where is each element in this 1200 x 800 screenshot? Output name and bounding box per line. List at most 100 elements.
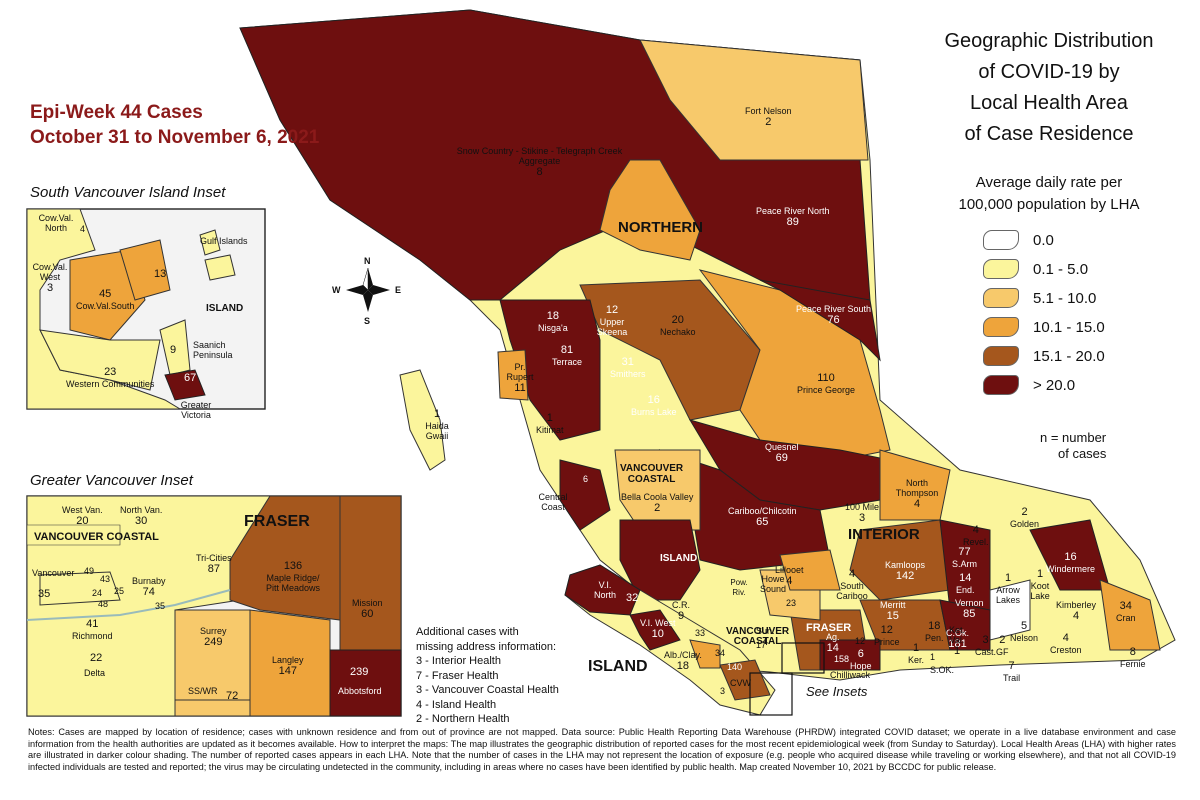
region-vc-line-1: VANCOUVER (620, 463, 684, 474)
gv-tri-cities: Tri-Cities 87 (196, 553, 232, 576)
svi-saanich (159, 319, 191, 376)
legend-item-2: 5.1 - 10.0 (983, 286, 1096, 310)
lha-s-arm-n: 77 (958, 546, 971, 558)
lha-nisgaa: 18 Nisga'a (538, 310, 568, 333)
lha-gf-name: GF (996, 647, 1009, 657)
haida-gwaii (399, 369, 446, 471)
gv-abbotsford-n: 239 (350, 666, 368, 679)
lha-vernon-n: 85 (963, 608, 976, 620)
lha-c-ok-n: 181 (948, 638, 967, 650)
lha-fernie-n: 8 (1129, 646, 1136, 658)
lha-ker-name: Ker. (908, 655, 925, 665)
prince-rupert-region (497, 349, 529, 401)
gv-tri-cities-name: Tri-Cities (196, 553, 232, 563)
region-vancouver-coastal: VANCOUVER COASTAL (620, 463, 683, 485)
lha-revel-name: Revel. (963, 537, 989, 547)
gv-delta-name: Delta (84, 668, 106, 678)
lha-nechako: 20 Nechako (660, 314, 696, 337)
gv-richmond-n: 41 (86, 618, 99, 630)
gv-north-van-n: 30 (135, 515, 148, 527)
svi-saanich-n: 9 (170, 344, 176, 357)
compass-n: N (364, 256, 371, 266)
gv-vc-label: VANCOUVER COASTAL (34, 531, 159, 543)
lha-bella-coola: Bella Coola Valley 2 (621, 492, 693, 515)
svi-victoria-n: 67 (184, 372, 196, 385)
gv-van-35a-n: 35 (38, 588, 51, 600)
lha-quesnel: Quesnel 69 (765, 442, 799, 465)
gv-langley-name: Langley (272, 655, 304, 665)
lha-central-coast-n: 6 (583, 474, 589, 484)
gv-ss-wr-n-val: 72 (226, 690, 239, 702)
legend-swatch-5 (983, 375, 1019, 395)
lha-nisgaa-n: 18 (546, 310, 559, 322)
inset-marker-svi (749, 672, 793, 716)
gv-ss-wr-n: 72 (226, 690, 238, 703)
gv-van-43: 43 (100, 574, 111, 584)
lha-vi-north-n-val: 32 (626, 592, 639, 604)
lha-nanaimo-n: 33 (695, 628, 706, 638)
gv-van-35a: 35 (38, 588, 50, 601)
fort-nelson-region (639, 39, 869, 161)
lha-bella-coola-name: Bella Coola Valley (621, 492, 694, 502)
gv-nw-35: 35 (155, 601, 166, 611)
legend-item-1: 0.1 - 5.0 (983, 257, 1088, 281)
gv-inset-title: Greater Vancouver Inset (30, 472, 193, 489)
lha-ker-n: 1 (912, 642, 920, 654)
lha-peace-river-south: Peace River South 76 (796, 304, 871, 327)
svi-cow-val-north-name: Cow.Val. North (38, 213, 74, 233)
terrace-region (499, 299, 601, 441)
lha-sok: S.OK. (930, 665, 954, 675)
epi-line-2: October 31 to November 6, 2021 (30, 127, 320, 148)
lha-upper-skeena-n: 12 (605, 304, 619, 316)
lha-s-arm-name: S.Arm (952, 559, 978, 569)
lha-upper-skeena-name: Upper Skeena (596, 317, 628, 337)
svi-cow-val-south-n: 45 (99, 288, 112, 300)
lha-pr-rupert: Pr. Rupert 11 (505, 362, 535, 395)
lha-snow-country-name: Snow Country - Stikine - Telegraph Creek… (456, 146, 623, 166)
lha-vi-west: V.I. West 10 (640, 618, 676, 641)
island-dark-region (619, 519, 701, 601)
legend-subtitle: Average daily rate per 100,000 populatio… (918, 172, 1180, 216)
lha-cariboo-n: 65 (756, 516, 769, 528)
lha-kimberley: Kimberley 4 (1056, 600, 1096, 623)
lha-snow-country: Snow Country - Stikine - Telegraph Creek… (452, 146, 627, 179)
lha-nechako-name: Nechako (660, 327, 696, 337)
lha-koot-lake-name: Koot Lake (1030, 581, 1050, 601)
region-island-south: ISLAND (588, 658, 648, 675)
svi-cow-val-west-n: 3 (46, 282, 54, 294)
gv-abbotsford-name: Abbotsford (338, 686, 382, 696)
lha-cast: 3 Cast. (975, 634, 996, 657)
region-fraser-small: FRASER (806, 622, 852, 634)
lha-s-arm: 77 S.Arm (952, 546, 977, 569)
lha-ket-val: Ket. Val. 1 (946, 625, 968, 658)
lha-smithers: 31 Smithers (610, 356, 646, 379)
n-note-line-2: of cases (1058, 446, 1107, 461)
svi-gulf-islands-1 (199, 229, 221, 256)
legend-title-line-4: of Case Residence (964, 123, 1134, 145)
lha-koot-lake: 1 Koot Lake (1026, 568, 1054, 601)
svi-western-name: Western Communities (66, 379, 155, 389)
svi-inset-title: South Vancouver Island Inset (30, 184, 226, 201)
lha-cast-name: Cast. (975, 647, 997, 657)
lha-haida-gwaii: 1 Haida Gwaii (420, 408, 454, 441)
lha-golden-name: Golden (1010, 519, 1040, 529)
see-insets-label: See Insets (806, 684, 868, 699)
lha-nelson-n: 5 (1020, 620, 1028, 632)
lha-howe-sound: Howe Sound (756, 574, 790, 594)
gv-maple-ridge-n: 136 (283, 560, 303, 572)
legend-swatch-1 (983, 259, 1019, 279)
lha-victoria-n: 3 (720, 686, 726, 696)
lha-terrace: 81 Terrace (552, 344, 582, 367)
gv-surrey: Surrey 249 (200, 626, 227, 649)
lha-kitimat: 1 Kitimat (536, 412, 564, 435)
chilliwack-region (819, 639, 881, 671)
legend-label-3: 10.1 - 15.0 (1033, 318, 1105, 336)
gv-tri-cities-n: 87 (207, 563, 220, 575)
region-vc-small-line-1: VANCOUVER (726, 626, 790, 637)
lha-ker: 1 Ker. (908, 642, 924, 665)
lha-south-cariboo-name: South Cariboo (836, 581, 868, 601)
missing-item-4: 2 - Northern Health (416, 713, 510, 725)
lha-sun-n: 4 (762, 636, 769, 648)
svi-cow-val-south: 45 Cow.Val.South (76, 288, 134, 311)
gv-maple-ridge: 136 Maple Ridge/ Pitt Meadows (260, 560, 326, 593)
